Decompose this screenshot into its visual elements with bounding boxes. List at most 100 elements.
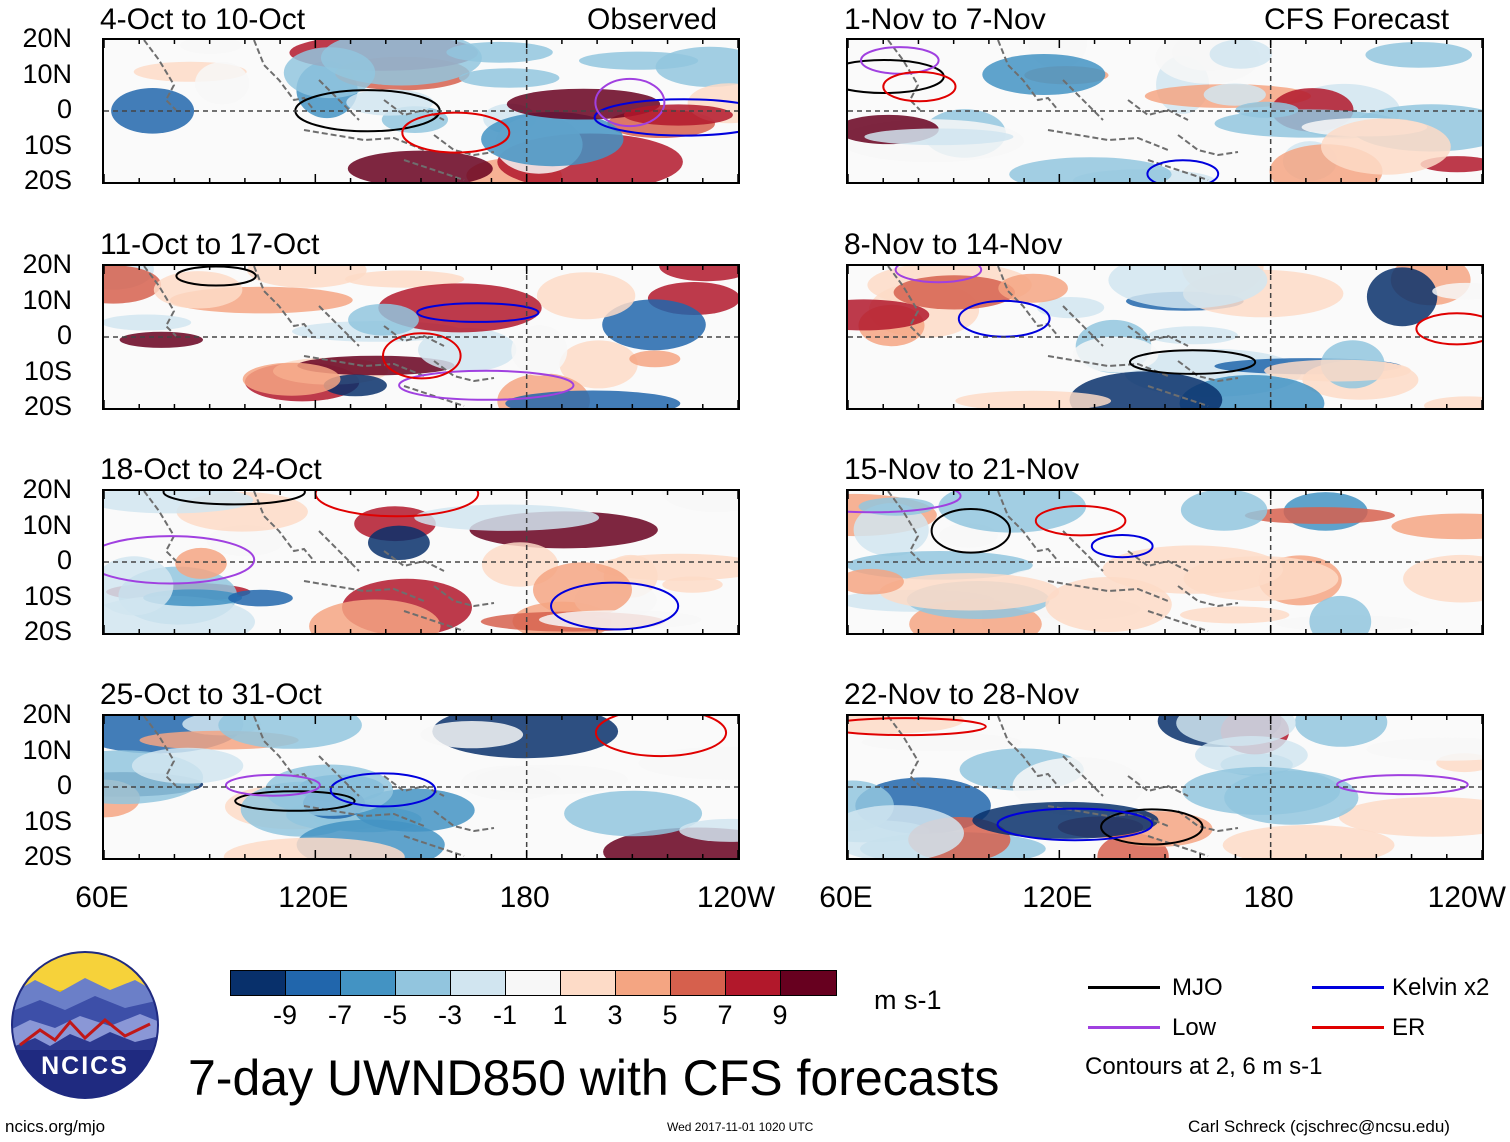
wave-contour [382, 332, 462, 380]
anomaly-patch [1009, 157, 1172, 182]
wave-contour [416, 302, 540, 323]
contour-note: Contours at 2, 6 m s-1 [1085, 1053, 1323, 1080]
anomaly-patch [864, 128, 1014, 146]
anomaly-patch [579, 51, 699, 70]
footer-url[interactable]: ncics.org/mjo [5, 1117, 106, 1136]
legend-line-er [1312, 1026, 1384, 1029]
anomaly-patch [848, 716, 964, 734]
legend-label-kelvin: Kelvin x2 [1392, 974, 1490, 1001]
colorbar-tick-label: 1 [552, 1000, 568, 1030]
colorbar-swatch [670, 970, 727, 996]
lat-tick-label: 20N [22, 699, 72, 729]
lat-tick-label: 0 [56, 94, 72, 124]
colorbar-tick-label: -1 [492, 1000, 517, 1030]
coastline [403, 159, 465, 181]
map-panel [102, 489, 740, 635]
anomaly-patch [228, 589, 293, 607]
colorbar-tick-label: -9 [272, 1000, 297, 1030]
anomaly-patch [629, 350, 681, 368]
anomaly-patch [1338, 797, 1482, 837]
wave-contour [848, 491, 962, 514]
wave-contour [1129, 349, 1257, 375]
coastline [887, 40, 921, 111]
colorbar-tick-label: 7 [717, 1000, 733, 1030]
anomaly-patch [893, 275, 1015, 310]
anomaly-patch [848, 805, 964, 858]
wave-contour [1100, 808, 1204, 846]
anomaly-patch [1108, 266, 1268, 309]
panel-period-label: 18-Oct to 24-Oct [100, 453, 322, 486]
map-panel [102, 264, 740, 410]
units-label: m s-1 [874, 985, 942, 1015]
anomaly-patch [459, 68, 560, 88]
anomaly-patch [481, 112, 624, 167]
anomaly-patch [861, 733, 1022, 752]
coastline [303, 355, 425, 377]
wave-contour [930, 508, 1012, 554]
forecast-label: CFS Forecast [1264, 3, 1450, 36]
wave-contour [398, 369, 575, 401]
lon-tick-label: 120E [278, 881, 349, 914]
anomaly-patch [1102, 545, 1284, 594]
coastline [1177, 134, 1239, 157]
anomaly-patch [378, 283, 542, 333]
coastline [433, 134, 495, 157]
anomaly-patch [638, 746, 738, 780]
coastline [383, 550, 445, 572]
anomaly-patch [848, 551, 1033, 580]
map-panel [846, 264, 1484, 410]
anomaly-patch [1203, 83, 1266, 106]
map-panel [846, 714, 1484, 860]
colorbar-tick-label: 3 [607, 1000, 623, 1030]
anomaly-patch [1176, 716, 1296, 746]
coastline [433, 585, 495, 608]
lat-tick-label: 10S [23, 355, 72, 386]
anomaly-patch [1148, 326, 1238, 345]
anomaly-patch [418, 327, 517, 372]
anomaly-patch [506, 88, 661, 120]
lon-tick-label: 180 [499, 881, 550, 914]
lat-tick-label: 20S [23, 391, 72, 421]
anomaly-patch [1235, 101, 1299, 118]
coastline [318, 305, 360, 347]
lon-tick-label: 180 [1243, 881, 1294, 914]
wave-contour [550, 581, 680, 631]
anomaly-patch [559, 340, 638, 389]
coastline [1062, 79, 1104, 121]
coastline [253, 491, 315, 562]
coastline [1062, 755, 1104, 797]
anomaly-patch [461, 765, 563, 800]
anomaly-patch [1321, 118, 1451, 175]
map-panel [846, 38, 1484, 184]
anomaly-patch [879, 573, 1060, 611]
anomaly-patch [119, 331, 203, 348]
lon-tick-label: 120W [1427, 881, 1506, 914]
wave-contour [1146, 159, 1220, 182]
colorbar-swatch [285, 970, 342, 996]
anomaly-patch [368, 525, 430, 560]
wave-contour [848, 717, 987, 737]
wave-contour [882, 70, 957, 103]
coastline [1047, 129, 1169, 151]
wave-contour [104, 535, 256, 585]
coastline [318, 755, 360, 797]
coastline [887, 491, 921, 562]
anomaly-patch [414, 504, 600, 531]
map-panel [846, 489, 1484, 635]
anomaly-patch [536, 272, 636, 320]
lon-tick-label: 120E [1022, 881, 1093, 914]
anomaly-patch [104, 556, 174, 616]
coastline [997, 491, 1059, 562]
wave-contour [175, 266, 257, 287]
coastline [1147, 835, 1209, 857]
chart-title: 7-day UWND850 with CFS forecasts [188, 1050, 1000, 1106]
lat-tick-label: 0 [56, 320, 72, 350]
anomaly-patch [153, 271, 243, 309]
anomaly-patch [1209, 40, 1272, 69]
wave-contour [996, 807, 1154, 842]
colorbar-swatch [450, 970, 507, 996]
lat-tick-label: 0 [56, 545, 72, 575]
wave-contour [894, 266, 983, 284]
wave-contour [1090, 534, 1154, 559]
panel-period-label: 22-Nov to 28-Nov [844, 678, 1080, 711]
